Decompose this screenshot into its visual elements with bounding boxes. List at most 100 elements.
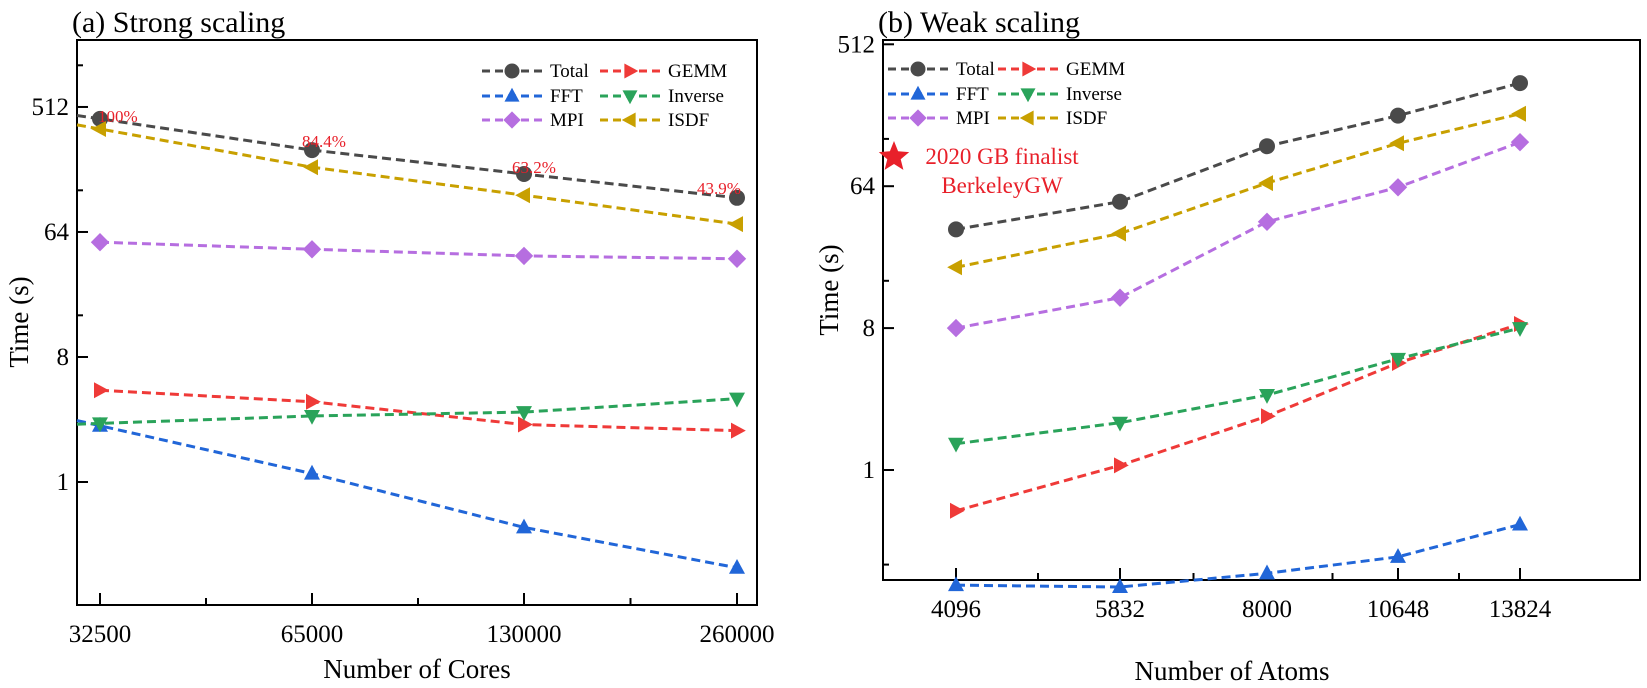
data-point-isdf — [303, 159, 318, 176]
legend-label-mpi: MPI — [550, 110, 584, 131]
data-point-gemm — [306, 393, 321, 410]
data-point-fft — [1259, 564, 1275, 580]
legend-label-gemm: GEMM — [668, 61, 727, 82]
data-point-mpi — [1510, 132, 1530, 152]
x-axis-label-b: Number of Atoms — [1135, 656, 1330, 686]
panel-strong-scaling: (a) Strong scaling 1 8 64 512 32500 65000 1300… — [4, 6, 775, 684]
data-point-total — [1112, 193, 1128, 210]
y-tick-label: 64 — [850, 173, 876, 200]
efficiency-label-3: 63.2% — [512, 158, 556, 177]
y-tick-label: 512 — [838, 31, 876, 58]
data-point-isdf — [728, 216, 743, 233]
data-point-isdf — [91, 120, 106, 137]
data-point-isdf — [1389, 135, 1404, 152]
legend-marker-fft — [504, 87, 520, 102]
data-point-total — [1259, 138, 1275, 155]
legend-marker-isdf — [621, 112, 636, 128]
data-point-total — [729, 189, 745, 206]
legend-label-inverse: Inverse — [1066, 84, 1122, 105]
legend-label-mpi: MPI — [956, 108, 990, 129]
plot-frame-a — [76, 39, 758, 606]
legend-marker-gemm — [1022, 61, 1037, 77]
legend-marker-mpi — [909, 109, 927, 127]
axis-ticks-a: 1 8 64 512 32500 65000 130000 260000 — [32, 64, 775, 648]
data-point-inverse — [948, 437, 964, 453]
data-point-inverse — [1259, 389, 1275, 404]
data-point-total — [1390, 107, 1406, 124]
data-point-inverse — [1112, 416, 1128, 432]
data-point-mpi — [302, 240, 322, 259]
x-tick-label: 130000 — [487, 621, 562, 648]
legend-label-total: Total — [956, 59, 995, 80]
data-point-gemm — [518, 416, 533, 433]
reference-label-line1: 2020 GB finalist — [925, 144, 1079, 169]
series-line-gemm — [955, 322, 1521, 513]
legend-label-inverse: Inverse — [668, 86, 724, 107]
data-point-inverse — [1512, 322, 1528, 337]
series-line-gemm — [99, 388, 738, 433]
chart-title-b: (b) Weak scaling — [878, 6, 1080, 39]
series-line-isdf — [76, 123, 738, 226]
legend-label-isdf: ISDF — [1066, 108, 1107, 129]
data-point-mpi — [727, 249, 747, 268]
reference-point: 2020 GB finalist BerkeleyGW — [878, 141, 1079, 198]
efficiency-label-1: 100% — [98, 107, 138, 126]
x-tick-label: 13824 — [1489, 596, 1552, 623]
series-line-total — [76, 114, 738, 200]
data-point-total — [1512, 75, 1528, 92]
plot-frame-b — [882, 39, 1641, 581]
y-tick-label: 1 — [57, 469, 70, 496]
data-point-inverse — [304, 409, 320, 425]
legend-label-fft: FFT — [956, 84, 989, 105]
legend-marker-gemm — [624, 63, 639, 79]
legend-marker-total — [910, 61, 926, 77]
data-point-mpi — [946, 318, 966, 338]
data-point-isdf — [1258, 175, 1273, 192]
data-point-fft — [1390, 548, 1406, 563]
panel-weak-scaling: (b) Weak scaling 1 8 64 512 4096 5832 8000 1064… — [814, 6, 1641, 686]
x-tick-label: 4096 — [931, 596, 981, 623]
data-point-gemm — [1261, 408, 1276, 425]
data-point-total — [516, 165, 532, 182]
series-line-mpi — [99, 240, 738, 261]
legend-b: Total GEMM FFT Inverse MPI ISDF — [888, 59, 1125, 129]
data-point-fft — [948, 576, 964, 592]
efficiency-label-4: 43.9% — [697, 179, 741, 198]
data-point-mpi — [1388, 178, 1408, 197]
data-point-total — [304, 142, 320, 159]
reference-label-line2: BerkeleyGW — [941, 173, 1063, 198]
data-point-fft — [1512, 515, 1528, 531]
data-point-mpi — [1257, 212, 1277, 231]
data-point-isdf — [1111, 225, 1126, 242]
data-point-inverse — [729, 392, 745, 408]
data-point-fft — [304, 464, 320, 480]
efficiency-annotations: 100% 84.4% 63.2% 43.9% — [98, 107, 741, 198]
y-axis-label-b: Time (s) — [814, 244, 844, 335]
data-point-mpi — [1110, 288, 1130, 307]
legend-label-isdf: ISDF — [668, 110, 709, 131]
data-point-isdf — [515, 187, 530, 204]
x-tick-label: 32500 — [69, 621, 132, 648]
x-axis-label-a: Number of Cores — [323, 654, 510, 684]
x-tick-label: 10648 — [1367, 596, 1430, 623]
y-tick-label: 8 — [57, 344, 70, 371]
series-line-fft — [955, 523, 1521, 589]
x-tick-label: 260000 — [700, 621, 775, 648]
x-tick-label: 8000 — [1242, 596, 1292, 623]
series-line-mpi — [955, 140, 1521, 330]
x-tick-label: 5832 — [1095, 596, 1145, 623]
legend-marker-isdf — [1019, 110, 1034, 126]
legend-label-total: Total — [550, 61, 589, 82]
legend-marker-fft — [910, 85, 926, 100]
y-axis-label-a: Time (s) — [4, 276, 34, 367]
star-icon — [878, 141, 910, 170]
legend-label-fft: FFT — [550, 86, 583, 107]
data-point-total — [948, 221, 964, 238]
legend-marker-inverse — [622, 90, 638, 105]
series-line-fft — [76, 419, 738, 570]
y-tick-label: 512 — [32, 94, 70, 121]
y-tick-label: 64 — [44, 219, 70, 246]
data-point-fft — [729, 558, 745, 574]
series-markers-b — [946, 75, 1530, 594]
efficiency-label-2: 84.4% — [302, 132, 346, 151]
